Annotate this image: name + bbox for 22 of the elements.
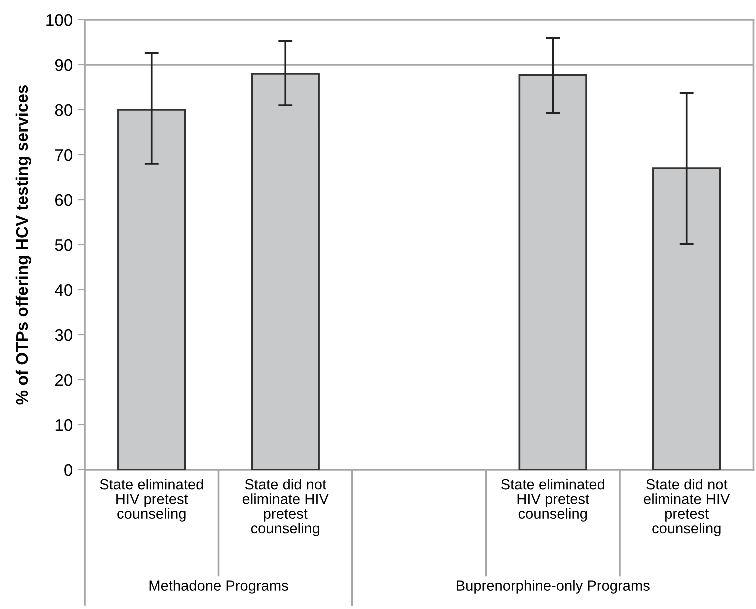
bar [118, 109, 186, 470]
y-tick-label: 0 [64, 464, 73, 476]
y-tick-label: 60 [56, 194, 73, 206]
y-tick-label: 90 [55, 59, 73, 72]
y-tick-label: 10 [56, 419, 73, 432]
y-tick-label: 100 [46, 14, 73, 26]
y-axis-title: % of OTPs offering HCV testing services [16, 85, 32, 405]
bar [518, 74, 588, 470]
y-tick-label: 70 [56, 149, 73, 162]
y-tick-label: 20 [55, 374, 73, 386]
x-tick-label: State eliminated HIV pretest counseling [501, 479, 604, 522]
x-tick-label: State eliminated HIV pretest counseling [100, 479, 204, 522]
y-tick-label: 50 [55, 239, 73, 252]
y-tick-label: 30 [55, 329, 73, 342]
text: Buprenorphine-only Programs [457, 580, 650, 594]
y-tick-label: 40 [55, 284, 73, 296]
text: Methadone Programs [150, 580, 288, 594]
bar [251, 73, 320, 470]
x-tick-label: State did not eliminate HIV pretest counseling [644, 479, 730, 537]
x-tick-label: State did not eliminate HIV pretest counseling [242, 479, 329, 537]
y-tick-label: 80 [55, 104, 73, 116]
bar [652, 168, 722, 470]
